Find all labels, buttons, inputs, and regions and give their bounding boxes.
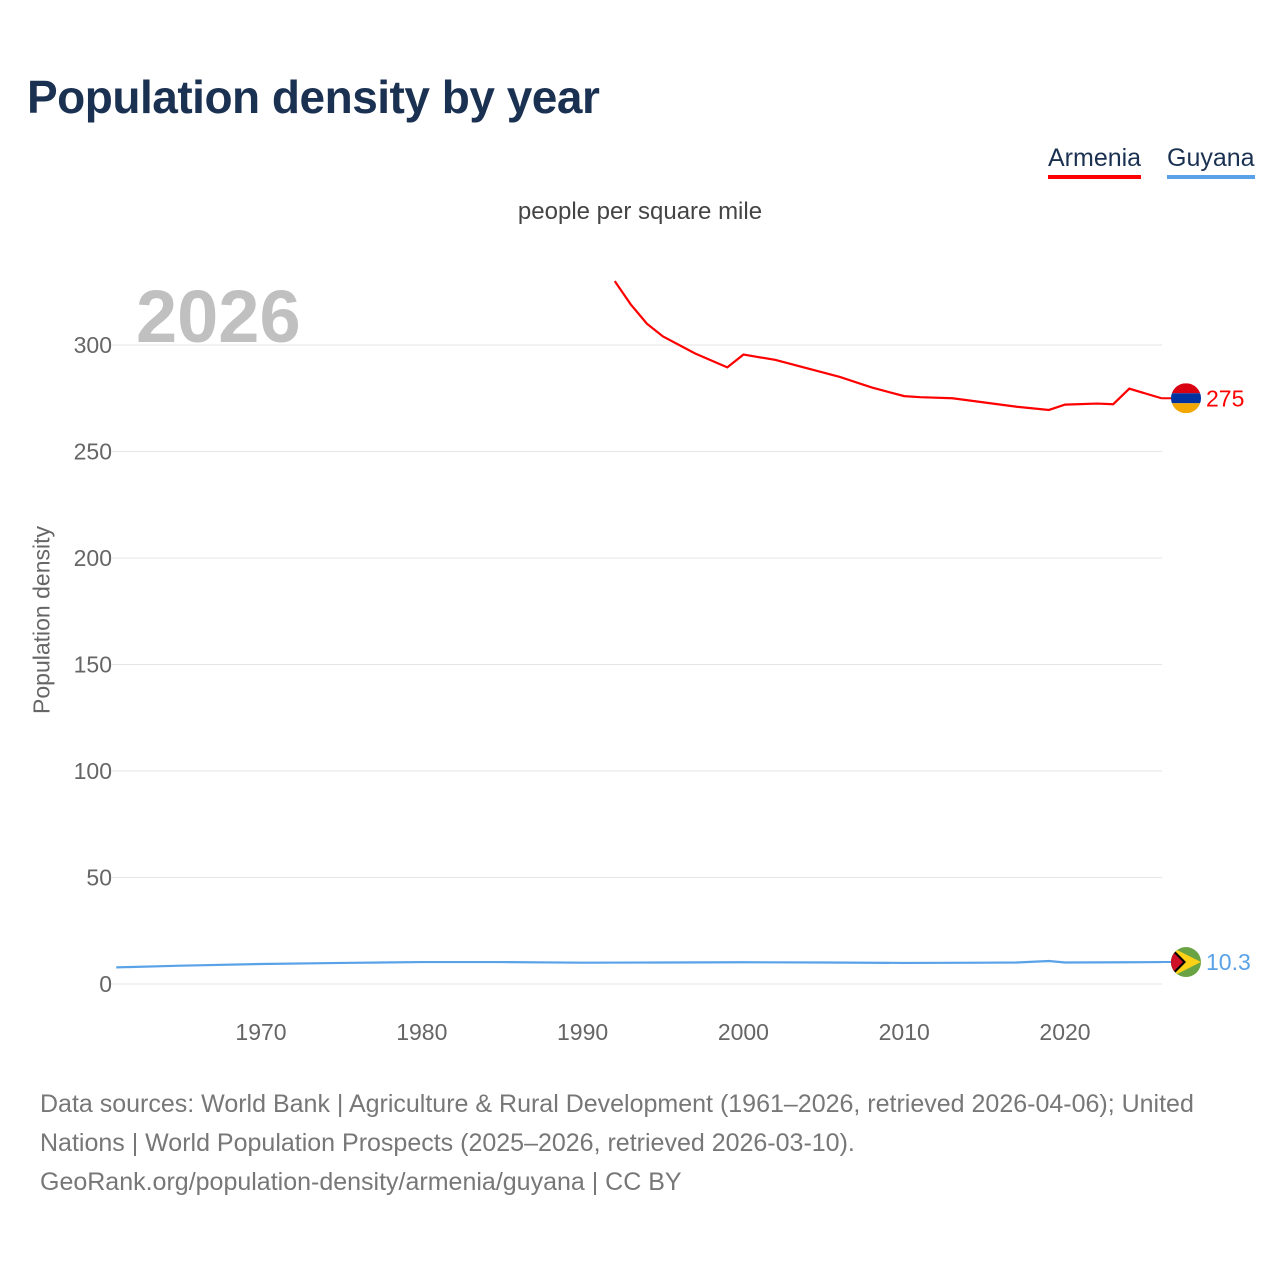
y-tick-label: 100 bbox=[74, 758, 112, 784]
current-year-label: 2026 bbox=[136, 275, 301, 358]
chart-title: Population density by year bbox=[27, 71, 600, 123]
x-tick-label: 1980 bbox=[396, 1019, 447, 1045]
x-tick-label: 2000 bbox=[718, 1019, 769, 1045]
x-tick-label: 1970 bbox=[235, 1019, 286, 1045]
y-tick-label: 300 bbox=[74, 332, 112, 358]
legend-item-guyana[interactable]: Guyana bbox=[1167, 144, 1255, 179]
x-tick-label: 1990 bbox=[557, 1019, 608, 1045]
x-tick-label: 2020 bbox=[1039, 1019, 1090, 1045]
y-tick-label: 200 bbox=[74, 545, 112, 571]
y-tick-label: 0 bbox=[99, 971, 112, 997]
plot-area: 0 50 100 150 200 250 300 1970 1980 1990 2000 2010 20… bbox=[74, 280, 1251, 1045]
end-value-label: 10.3 bbox=[1206, 949, 1251, 975]
flag-icon-guyana bbox=[1171, 947, 1201, 978]
source-link[interactable]: GeoRank.org/population-density/armenia/g… bbox=[40, 1168, 682, 1196]
series-line-guyana bbox=[116, 959, 1162, 969]
end-value-label: 275 bbox=[1206, 385, 1244, 411]
y-tick-label: 150 bbox=[74, 652, 112, 678]
y-tick-label: 250 bbox=[74, 439, 112, 465]
series-line-armenia bbox=[613, 280, 1162, 412]
chart-subtitle: people per square mile bbox=[517, 198, 763, 225]
data-sources: Data sources: World Bank | Agriculture &… bbox=[40, 1090, 1194, 1157]
y-tick-label: 50 bbox=[86, 865, 112, 891]
legend-item-armenia[interactable]: Armenia bbox=[1048, 144, 1142, 179]
x-tick-label: 2010 bbox=[879, 1019, 930, 1045]
footer: Data sources: World Bank | Agriculture &… bbox=[40, 1085, 1250, 1202]
flag-icon-armenia bbox=[1171, 383, 1201, 414]
